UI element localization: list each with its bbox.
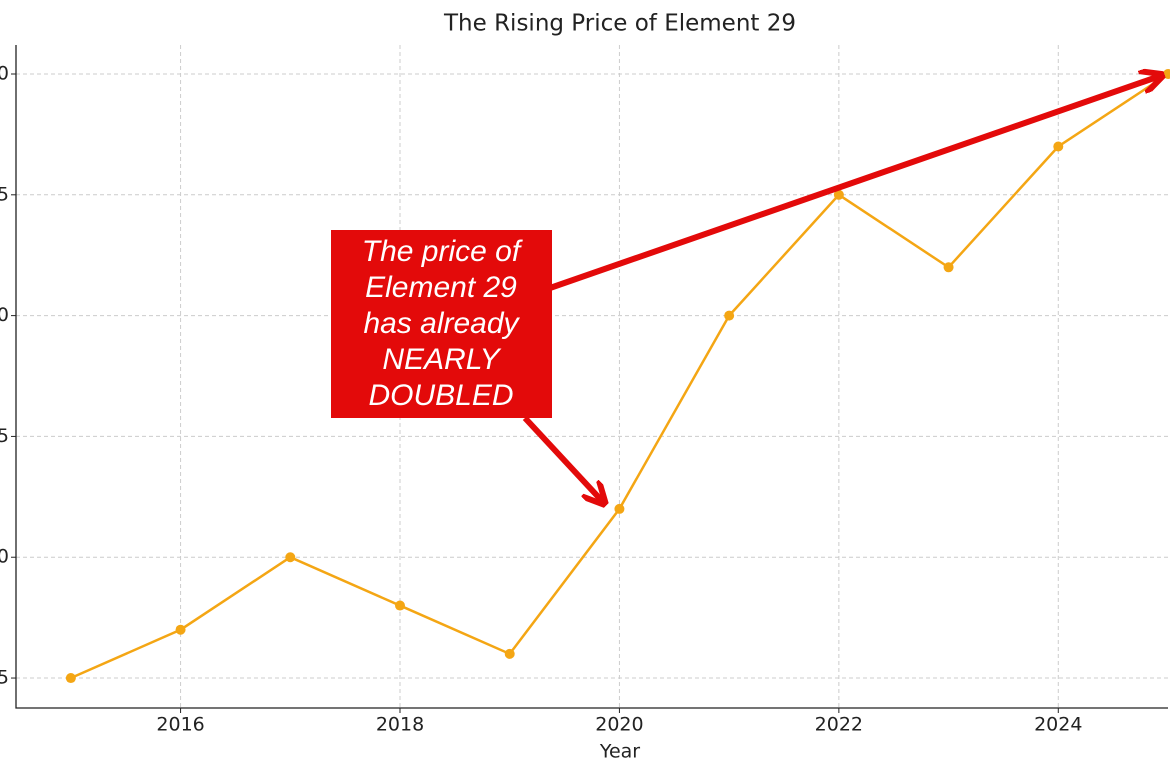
point [724,310,735,321]
point [65,673,76,684]
annotation-text: The price of [362,235,523,268]
y-tick-label: 3.0 [0,546,9,568]
point [504,648,515,659]
annotation-text: DOUBLED [368,379,513,412]
y-tick-label: 4.5 [0,183,9,205]
y-tick-label: 3.5 [0,425,9,447]
x-tick-label: 2022 [815,714,863,736]
x-tick-label: 2018 [376,714,424,736]
point [943,262,954,273]
chart-title: The Rising Price of Element 29 [443,11,796,37]
arrow [522,415,603,502]
annotation-text: NEARLY [382,343,501,376]
y-tick-label: 5.0 [0,62,9,84]
point [614,503,625,514]
x-tick-label: 2020 [595,714,643,736]
point [1053,141,1064,152]
arrow [549,76,1160,291]
point [833,189,844,200]
axis [15,45,1168,709]
point [175,624,186,635]
point [285,552,296,563]
y-tick-label: 2.5 [0,667,9,689]
x-tick-label: 2016 [156,714,204,736]
y-tick-label: 4.0 [0,304,9,326]
annotation-text: Element 29 [365,271,517,304]
x-tick-label: 2024 [1034,714,1082,736]
annotation-text: has already [363,307,520,340]
x-axis-label: Year [599,741,640,763]
point [395,600,405,611]
annotation-box [331,230,552,418]
